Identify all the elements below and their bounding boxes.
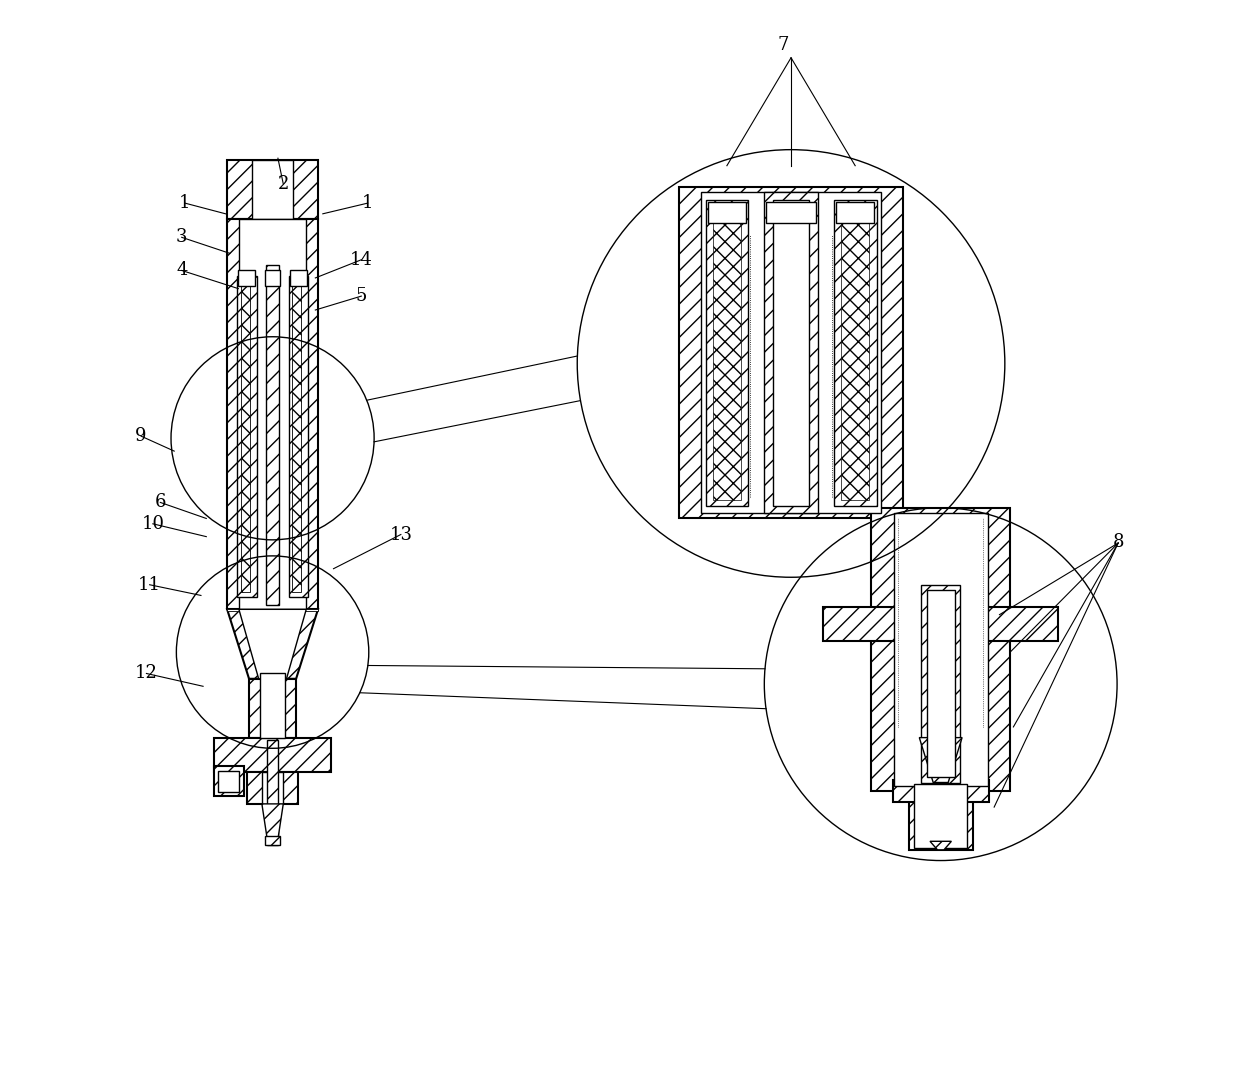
Bar	[708, 202, 746, 223]
Text: 8: 8	[1112, 533, 1123, 551]
Bar	[239, 219, 306, 609]
Text: 1: 1	[179, 195, 191, 212]
Bar	[241, 276, 250, 592]
Bar	[872, 508, 1011, 791]
Bar	[290, 270, 306, 286]
Bar	[678, 187, 903, 518]
Bar	[252, 160, 293, 219]
Bar	[259, 673, 285, 738]
Bar	[268, 740, 278, 845]
Bar	[213, 766, 244, 796]
Bar	[267, 265, 279, 605]
Text: 5: 5	[356, 288, 367, 305]
Text: 11: 11	[138, 576, 161, 593]
Text: 10: 10	[141, 515, 165, 532]
Bar	[823, 607, 1058, 641]
Bar	[238, 270, 255, 286]
Bar	[702, 192, 880, 513]
Bar	[265, 270, 280, 286]
Bar	[265, 836, 280, 845]
Text: 13: 13	[389, 526, 413, 543]
Bar	[262, 772, 283, 804]
Bar	[764, 192, 817, 513]
Bar	[921, 585, 960, 783]
Bar	[766, 202, 816, 223]
Text: 7: 7	[777, 36, 789, 53]
Bar	[227, 219, 317, 609]
Bar	[706, 200, 748, 506]
Text: 6: 6	[155, 494, 166, 511]
Bar	[926, 590, 955, 777]
Bar	[773, 200, 810, 506]
Polygon shape	[262, 804, 283, 839]
Bar	[237, 276, 257, 597]
Bar	[218, 771, 239, 792]
Bar	[841, 205, 869, 500]
Bar	[893, 780, 988, 802]
Bar	[249, 679, 296, 738]
Bar	[914, 784, 967, 848]
Polygon shape	[930, 841, 951, 850]
Bar	[836, 202, 874, 223]
Bar	[909, 780, 972, 850]
Bar	[833, 200, 877, 506]
Bar	[227, 609, 317, 611]
Bar	[894, 513, 988, 786]
Text: 12: 12	[135, 665, 157, 682]
Bar	[247, 772, 299, 804]
Bar	[289, 276, 308, 597]
Text: 4: 4	[176, 262, 187, 279]
Text: 14: 14	[350, 251, 373, 268]
Bar	[213, 738, 331, 772]
Bar	[291, 276, 301, 592]
Text: 2: 2	[278, 175, 289, 192]
Polygon shape	[919, 738, 962, 783]
Polygon shape	[239, 609, 306, 679]
Bar	[227, 160, 317, 219]
Text: 1: 1	[362, 195, 373, 212]
Text: 9: 9	[135, 428, 146, 445]
Polygon shape	[227, 609, 317, 679]
Bar	[713, 205, 740, 500]
Text: 3: 3	[176, 229, 187, 246]
